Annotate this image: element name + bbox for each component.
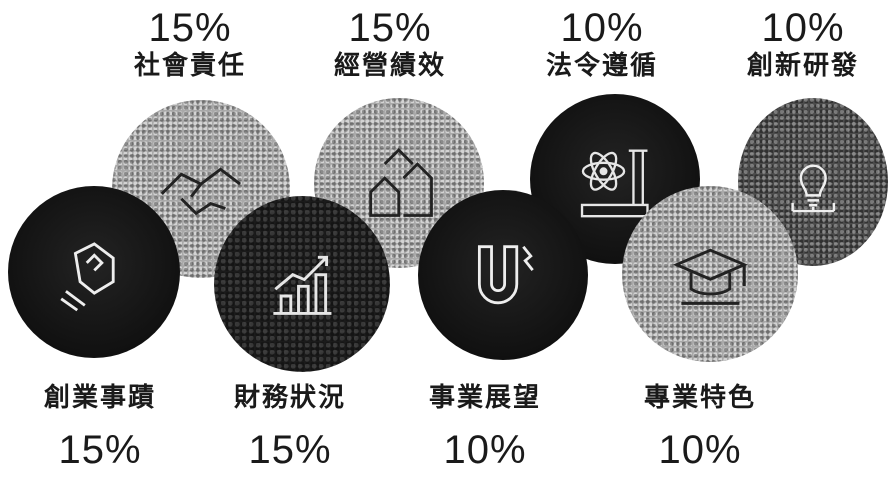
handshake-icon	[160, 167, 242, 216]
percent-social-responsibility: 15%	[148, 6, 232, 50]
label-social-responsibility: 15% 社會責任	[90, 6, 290, 82]
label-business-outlook: 事業展望 10%	[385, 382, 585, 472]
growth-houses-icon	[369, 148, 434, 218]
circle-innovation-rnd	[738, 98, 888, 266]
name-professional-features: 專業特色	[643, 383, 756, 413]
label-innovation-rnd: 10% 創新研發	[703, 6, 888, 82]
name-entrepreneurship: 創業事蹟	[43, 383, 156, 413]
percent-business-outlook: 10%	[443, 428, 527, 472]
circle-entrepreneurship	[8, 186, 180, 358]
name-business-outlook: 事業展望	[428, 383, 541, 413]
magnet-icon	[478, 245, 535, 305]
label-professional-features: 專業特色 10%	[600, 382, 800, 472]
graduation-cap-icon	[672, 248, 748, 305]
name-legal-compliance: 法令遵循	[545, 51, 658, 81]
name-financial-status: 財務狀況	[233, 383, 346, 413]
name-business-performance: 經營績效	[333, 51, 446, 81]
circle-professional-features	[622, 186, 798, 362]
bar-chart-icon	[272, 255, 332, 315]
name-social-responsibility: 社會責任	[133, 51, 246, 81]
name-innovation-rnd: 創新研發	[746, 51, 859, 81]
fist-icon	[60, 241, 115, 311]
percent-legal-compliance: 10%	[560, 6, 644, 50]
percent-professional-features: 10%	[658, 428, 742, 472]
circle-business-outlook	[418, 190, 588, 360]
label-business-performance: 15% 經營績效	[290, 6, 490, 82]
label-entrepreneurship: 創業事蹟 15%	[0, 382, 200, 472]
atom-scroll-icon	[581, 149, 649, 218]
lightbulb-icon	[791, 164, 835, 213]
percent-financial-status: 15%	[248, 428, 332, 472]
percent-business-performance: 15%	[348, 6, 432, 50]
label-legal-compliance: 10% 法令遵循	[502, 6, 702, 82]
circle-financial-status	[214, 196, 390, 372]
percent-innovation-rnd: 10%	[761, 6, 845, 50]
label-financial-status: 財務狀況 15%	[190, 382, 390, 472]
percent-entrepreneurship: 15%	[58, 428, 142, 472]
